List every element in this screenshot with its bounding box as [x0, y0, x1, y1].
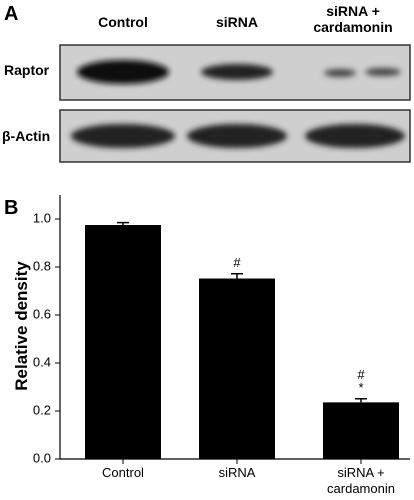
lane-label: siRNA	[215, 14, 258, 30]
x-tick-label: siRNA + cardamonin	[327, 465, 395, 496]
bar	[199, 278, 275, 459]
panel-label: B	[4, 197, 19, 219]
panel-label: A	[4, 3, 19, 25]
y-tick-label: 0.0	[33, 450, 51, 465]
annotation: #	[233, 255, 241, 270]
y-tick-label: 0.2	[33, 402, 51, 417]
y-tick-label: 1.0	[33, 210, 51, 225]
y-tick-label: 0.8	[33, 258, 51, 273]
row-label: Raptor	[4, 62, 50, 78]
y-tick-label: 0.4	[33, 354, 51, 369]
annotation: *	[358, 380, 363, 395]
annotation: #	[357, 367, 365, 382]
lane-label: Control	[98, 14, 148, 30]
bar	[323, 402, 399, 459]
x-tick-label: Control	[102, 465, 144, 480]
bar	[85, 225, 161, 459]
x-tick-label: siRNA	[218, 465, 256, 480]
lane-label: siRNA + cardamonin	[313, 3, 393, 35]
row-label: β-Actin	[2, 128, 51, 144]
y-tick-label: 0.6	[33, 306, 51, 321]
blot-raptor	[59, 44, 411, 101]
y-axis-label: Relative density	[12, 261, 31, 391]
blot-actin	[59, 109, 411, 163]
